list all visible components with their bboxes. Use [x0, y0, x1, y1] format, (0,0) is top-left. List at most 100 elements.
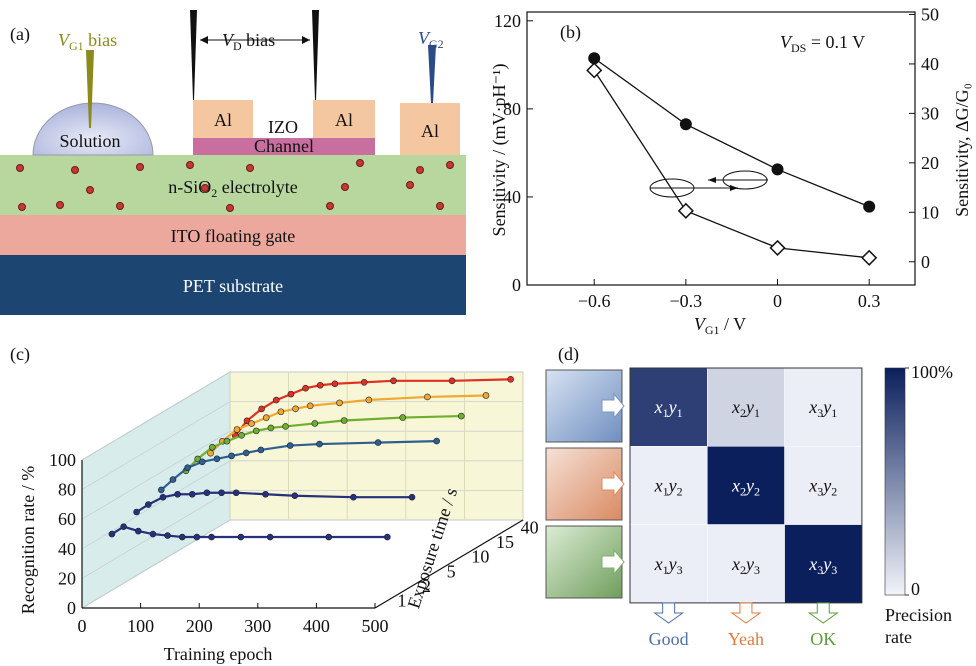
point [287, 443, 293, 449]
z-tick-label: 10 [471, 547, 489, 567]
subscript: 3 [831, 563, 837, 577]
point [278, 409, 284, 415]
point [229, 453, 235, 459]
symbol: x [808, 554, 817, 574]
point [165, 533, 171, 539]
panel-d: (d) x1y1x2y1x3y1x1y2x2y2x3y2x1y3x2y3x3y3… [546, 344, 953, 649]
text: = 0.1 V [806, 32, 865, 52]
ion [417, 167, 424, 174]
point [384, 534, 390, 540]
point [253, 428, 259, 434]
column-label: Yeah [728, 629, 764, 649]
point [303, 385, 309, 391]
point [409, 494, 415, 500]
symbol: y [821, 475, 831, 495]
probe [312, 10, 319, 100]
column-label: OK [810, 629, 836, 649]
point [361, 379, 367, 385]
symbol: x [731, 397, 740, 417]
point [273, 397, 279, 403]
x-axis-title: Training epoch [164, 644, 273, 664]
point [508, 376, 514, 382]
point [121, 524, 127, 530]
point [185, 465, 191, 471]
point [170, 477, 176, 483]
text: electrolyte [217, 177, 297, 197]
x-tick-label: 500 [362, 616, 389, 636]
symbol: x [731, 554, 740, 574]
subscript: G1 [69, 39, 84, 53]
y-axis-title: Recognition rate / % [18, 466, 38, 614]
symbol: x [808, 397, 817, 417]
subscript: 3 [677, 563, 683, 577]
panel-label: (c) [10, 344, 30, 365]
point [434, 438, 440, 444]
panel-label: (d) [558, 344, 579, 365]
point [863, 201, 875, 213]
point [189, 491, 195, 497]
point [224, 438, 230, 444]
point [199, 459, 205, 465]
point [375, 440, 381, 446]
y-tick-label: 40 [58, 539, 76, 559]
y2-axis-title: Sensitivity, ΔG/G₀ [952, 83, 972, 217]
point [233, 490, 239, 496]
x-tick-label: 400 [303, 616, 330, 636]
column-label: Good [649, 629, 689, 649]
ion [87, 187, 94, 194]
ion [357, 160, 364, 167]
symbol: y [744, 475, 754, 495]
al-label: Al [421, 121, 439, 141]
point [214, 456, 220, 462]
text: bias [242, 30, 276, 50]
point [209, 534, 215, 540]
x-tick-label: −0.6 [578, 291, 611, 311]
y-tick-label: 0 [512, 275, 521, 295]
point [160, 494, 166, 500]
point [194, 534, 200, 540]
x-axis-title: VG1 / V [694, 314, 746, 337]
point [239, 432, 245, 438]
symbol: x [731, 475, 740, 495]
point [145, 502, 151, 508]
point [267, 534, 273, 540]
colorbar-tick-label: 0 [911, 579, 920, 599]
figure: (a) VG1 bias VD bias VG2 Solution Al Al … [0, 0, 976, 666]
ion [327, 203, 334, 210]
solution-label: Solution [59, 131, 120, 151]
colorbar-title: Precision [885, 605, 952, 625]
point [312, 420, 318, 426]
point [175, 491, 181, 497]
symbol: x [654, 397, 663, 417]
ion [72, 167, 79, 174]
y2-tick-label: 20 [921, 153, 939, 173]
ion [407, 182, 414, 189]
ion [187, 162, 194, 169]
ion [227, 205, 234, 212]
axis-indicator [730, 185, 738, 191]
point [258, 447, 264, 453]
point [350, 494, 356, 500]
ion [202, 185, 209, 192]
ion [117, 203, 124, 210]
plot-frame [527, 12, 915, 285]
subscript: 2 [831, 484, 837, 498]
subscript: G1 [705, 323, 720, 337]
point [772, 163, 784, 175]
y-tick-label: 40 [503, 187, 521, 207]
symbol: y [667, 554, 677, 574]
y2-tick-label: 40 [921, 54, 939, 74]
x-tick-label: 100 [127, 616, 154, 636]
y2-tick-label: 10 [921, 202, 939, 222]
ion [19, 204, 26, 211]
subscript: DS [791, 41, 806, 55]
panel-a: (a) VG1 bias VD bias VG2 Solution Al Al … [0, 10, 466, 315]
subscript: 3 [754, 563, 760, 577]
y2-tick-label: 0 [921, 252, 930, 272]
x-tick-label: −0.3 [670, 291, 703, 311]
al-label: Al [214, 110, 232, 130]
x-tick-label: 200 [186, 616, 213, 636]
ion [342, 184, 349, 191]
panel-label: (a) [10, 24, 30, 45]
y-axis-title: Sensitivity / (mV·pH⁻¹) [489, 64, 510, 237]
